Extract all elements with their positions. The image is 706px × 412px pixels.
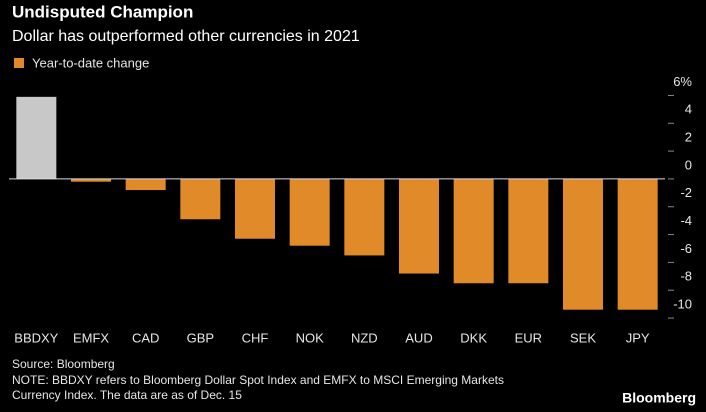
source: Source: Bloomberg — [12, 357, 115, 371]
y-tick-label: -10 — [673, 296, 692, 311]
x-tick-label: SEK — [570, 330, 596, 345]
x-tick-label: CAD — [132, 330, 159, 345]
bar — [399, 178, 439, 274]
x-tick-label: GBP — [187, 330, 214, 345]
chart-subtitle: Dollar has outperformed other currencies… — [12, 28, 360, 45]
x-tick-label: JPY — [626, 330, 650, 345]
legend-label: Year-to-date change — [32, 55, 149, 70]
y-tick-label: -4 — [680, 213, 692, 228]
y-tick-label: 4 — [685, 102, 692, 117]
x-tick-label: NOK — [296, 330, 325, 345]
bar — [617, 178, 658, 310]
x-tick-label: EUR — [515, 330, 542, 345]
y-tick-label: -6 — [680, 241, 692, 256]
bar — [508, 178, 549, 284]
bar — [289, 178, 330, 246]
brand: Bloomberg — [622, 390, 696, 406]
bar — [235, 178, 275, 239]
legend-swatch — [14, 58, 24, 68]
x-tick-label: BBDXY — [14, 330, 58, 345]
note: NOTE: BBDXY refers to Bloomberg Dollar S… — [12, 373, 504, 387]
x-tick-label: NZD — [351, 330, 378, 345]
y-tick-label: 2 — [685, 130, 692, 145]
x-tick-label: AUD — [405, 330, 432, 345]
bar — [16, 96, 57, 179]
x-tick-label: EMFX — [73, 330, 109, 345]
y-tick-label: 6% — [673, 74, 692, 89]
bar — [71, 178, 111, 182]
bar — [125, 178, 166, 191]
bar — [180, 178, 221, 220]
y-tick-label: -2 — [680, 185, 692, 200]
y-tick-label: -8 — [680, 269, 692, 284]
bar — [344, 178, 385, 256]
chart-title: Undisputed Champion — [12, 2, 193, 21]
bar — [453, 178, 494, 284]
note: Currency Index. The data are as of Dec. … — [12, 388, 242, 402]
x-tick-label: CHF — [242, 330, 269, 345]
x-tick-label: DKK — [460, 330, 487, 345]
y-tick-label: 0 — [685, 157, 692, 172]
bar — [563, 178, 603, 310]
